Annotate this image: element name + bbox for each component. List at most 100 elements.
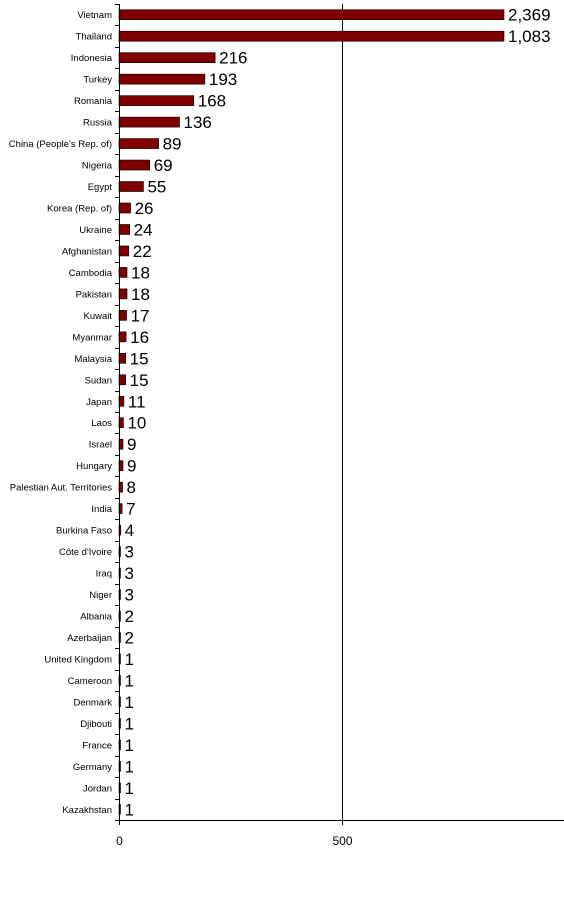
value-label: 9 [127, 435, 136, 454]
value-label: 216 [219, 49, 247, 68]
value-label: 16 [130, 328, 149, 347]
category-label: Indonesia [71, 53, 113, 64]
category-label: Afghanistan [62, 246, 112, 257]
category-label: Hungary [76, 461, 112, 472]
bar [118, 267, 128, 278]
bar [118, 116, 180, 128]
category-label: Azerbaijan [67, 633, 112, 644]
category-label: Malaysia [75, 354, 113, 365]
category-label: Egypt [88, 182, 113, 193]
value-label: 55 [147, 178, 166, 197]
value-label: 7 [126, 500, 135, 519]
value-label: 9 [127, 457, 136, 476]
value-label: 1 [125, 693, 134, 712]
category-label: Nigeria [82, 161, 113, 172]
bar [118, 288, 128, 300]
value-label: 3 [125, 543, 134, 562]
value-label: 15 [130, 349, 149, 368]
category-label: Israel [89, 440, 112, 451]
value-label: 11 [128, 392, 146, 411]
value-label: 193 [209, 70, 237, 89]
x-tick-labels: 0 500 [116, 834, 353, 848]
category-label: Romania [74, 96, 113, 107]
bar [118, 159, 151, 171]
value-label: 2 [125, 607, 134, 626]
bar [118, 73, 206, 85]
value-label: 26 [135, 199, 154, 218]
value-label: 1 [125, 650, 134, 669]
category-label: Iraq [96, 569, 112, 580]
x-tick-label: 0 [116, 834, 123, 848]
value-label: 1 [125, 800, 134, 819]
bar [118, 9, 505, 21]
category-label: Jordan [83, 783, 112, 794]
value-label: 1 [125, 779, 134, 798]
category-label: Turkey [83, 75, 112, 86]
value-label: 2 [125, 628, 134, 647]
category-label: Thailand [76, 32, 112, 43]
category-label: Kuwait [83, 311, 112, 322]
category-label: Pakistan [76, 289, 112, 300]
bar [118, 30, 505, 42]
value-label: 2,369 [508, 6, 551, 25]
value-label: 4 [125, 521, 134, 540]
bar [118, 181, 144, 192]
category-label: United Kingdom [44, 654, 112, 665]
category-label: Burkina Faso [56, 526, 112, 537]
category-label: Niger [89, 590, 112, 601]
value-label: 15 [130, 371, 149, 390]
value-label: 89 [163, 135, 182, 154]
bar [118, 310, 127, 321]
category-label: China (People's Rep. of) [9, 139, 112, 150]
value-label: 1 [125, 714, 134, 733]
bar [118, 374, 126, 386]
bars [118, 9, 505, 815]
category-label: Ukraine [79, 225, 112, 236]
category-label: Kazakhstan [62, 805, 112, 816]
category-label: Cambodia [69, 268, 113, 279]
value-label: 1 [125, 736, 134, 755]
category-label: Côte d'Ivoire [59, 547, 112, 558]
axes [115, 4, 564, 825]
value-label: 69 [154, 156, 173, 175]
value-label: 17 [131, 306, 150, 325]
bar [118, 52, 216, 63]
category-label: Russia [83, 118, 113, 129]
category-label: Korea (Rep. of) [47, 204, 112, 215]
bar [118, 245, 130, 257]
value-label: 22 [133, 242, 152, 261]
category-label: Germany [73, 762, 112, 773]
bar [118, 224, 130, 235]
value-label: 1,083 [508, 27, 551, 46]
value-label: 3 [125, 586, 134, 605]
value-label: 10 [127, 414, 146, 433]
value-label: 24 [134, 220, 153, 239]
category-label: Myanmar [72, 332, 112, 343]
bar [118, 202, 131, 214]
value-label: 1 [125, 757, 134, 776]
value-label: 18 [131, 285, 150, 304]
value-label: 136 [184, 113, 212, 132]
category-label: Palestian Aut. Territories [10, 483, 113, 494]
bar [118, 331, 127, 343]
category-label: France [82, 740, 112, 751]
value-label: 18 [131, 263, 150, 282]
value-label: 3 [125, 564, 134, 583]
category-label: Djibouti [80, 719, 112, 730]
value-label: 168 [198, 92, 226, 111]
category-label: India [91, 504, 112, 515]
value-label: 8 [127, 478, 136, 497]
category-label: Vietnam [77, 10, 112, 21]
category-label: Japan [86, 397, 112, 408]
bar [118, 353, 126, 364]
category-label: Laos [91, 418, 112, 429]
category-label: Albania [80, 612, 112, 623]
category-label: Denmark [73, 697, 112, 708]
value-labels: 2,3691,083216193168136896955262422181817… [125, 6, 551, 820]
category-label: Sudan [85, 375, 112, 386]
bar [118, 95, 195, 106]
category-label: Cameroon [68, 676, 112, 687]
x-tick-label: 500 [332, 834, 352, 848]
category-labels: Vietnam Thailand Indonesia Turkey Romania Rus… [9, 10, 113, 816]
